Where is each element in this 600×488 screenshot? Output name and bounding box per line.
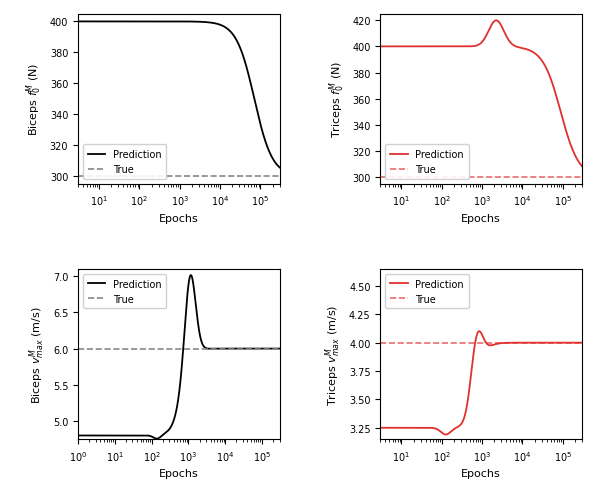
Prediction	[74, 433, 82, 439]
True	[55, 174, 62, 180]
Line: Prediction: Prediction	[78, 276, 280, 439]
Line: Prediction: Prediction	[380, 21, 582, 167]
Y-axis label: Triceps $f_0^M$ (N): Triceps $f_0^M$ (N)	[327, 61, 347, 138]
Y-axis label: Biceps $f_0^M$ (N): Biceps $f_0^M$ (N)	[25, 63, 44, 136]
True	[74, 346, 82, 352]
Prediction	[152, 20, 159, 25]
Prediction	[578, 164, 586, 170]
Prediction	[109, 20, 116, 25]
Legend: Prediction, True: Prediction, True	[83, 145, 166, 180]
Prediction	[493, 19, 500, 24]
Legend: Prediction, True: Prediction, True	[385, 274, 469, 309]
X-axis label: Epochs: Epochs	[159, 213, 199, 224]
Prediction	[442, 432, 449, 438]
Legend: Prediction, True: Prediction, True	[83, 274, 166, 309]
True	[358, 175, 365, 181]
True	[358, 340, 365, 346]
Prediction	[578, 340, 586, 346]
Prediction	[250, 346, 257, 352]
Prediction	[377, 425, 384, 431]
Prediction	[153, 436, 160, 442]
Prediction	[97, 433, 104, 439]
Legend: Prediction, True: Prediction, True	[385, 145, 469, 180]
Prediction	[463, 44, 470, 50]
Prediction	[476, 328, 483, 334]
X-axis label: Epochs: Epochs	[461, 213, 501, 224]
Prediction	[272, 161, 279, 166]
Prediction	[463, 405, 470, 411]
Line: Prediction: Prediction	[380, 331, 582, 435]
Prediction	[161, 431, 168, 437]
Prediction	[74, 20, 82, 25]
Prediction	[454, 44, 461, 50]
Prediction	[454, 424, 461, 430]
Prediction	[575, 340, 582, 346]
Y-axis label: Triceps $v_{max}^M$ (m/s): Triceps $v_{max}^M$ (m/s)	[324, 304, 343, 405]
Prediction	[553, 94, 560, 100]
Prediction	[553, 340, 560, 346]
Prediction	[276, 165, 283, 171]
Prediction	[187, 273, 194, 279]
Prediction	[272, 346, 280, 352]
Prediction	[400, 44, 407, 50]
Prediction	[250, 95, 257, 101]
Prediction	[412, 425, 419, 431]
Prediction	[152, 435, 159, 441]
Prediction	[412, 44, 419, 50]
Prediction	[109, 433, 116, 439]
X-axis label: Epochs: Epochs	[159, 468, 199, 478]
Line: Prediction: Prediction	[78, 22, 280, 168]
X-axis label: Epochs: Epochs	[461, 468, 501, 478]
Prediction	[97, 20, 104, 25]
Prediction	[575, 159, 582, 164]
Prediction	[400, 425, 407, 431]
Prediction	[160, 20, 167, 25]
Prediction	[377, 44, 384, 50]
Prediction	[276, 346, 283, 352]
Y-axis label: Biceps $v_{max}^M$ (m/s): Biceps $v_{max}^M$ (m/s)	[28, 305, 47, 403]
